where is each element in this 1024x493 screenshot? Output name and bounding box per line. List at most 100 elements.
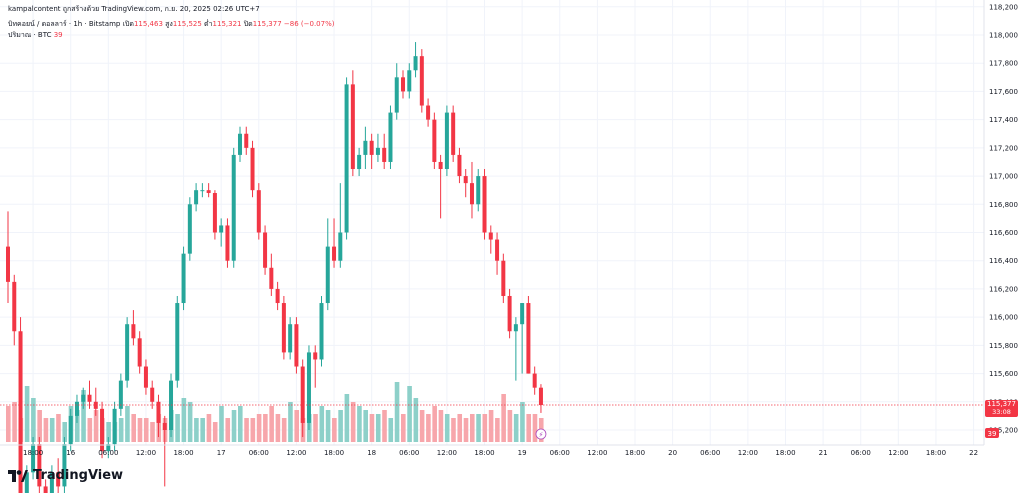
- close-value: 115,377: [252, 20, 282, 28]
- candle-body: [175, 303, 180, 381]
- volume-bar: [325, 410, 331, 442]
- candle-body: [237, 133, 242, 155]
- candle-body: [313, 352, 318, 360]
- current-price-tag: 115,377 33:08: [985, 400, 1018, 418]
- x-tick-label: 18: [367, 449, 376, 457]
- x-tick-label: 20: [668, 449, 677, 457]
- volume-bar: [288, 402, 293, 442]
- candle-body: [407, 70, 412, 92]
- candle-body: [281, 303, 286, 353]
- price-axis[interactable]: 115,200115,400115,600115,800116,000116,2…: [983, 0, 1018, 445]
- candle-body: [206, 190, 211, 193]
- volume-bar: [231, 410, 237, 442]
- candle-body: [106, 444, 111, 452]
- volume-bar: [181, 398, 187, 442]
- candle: [68, 408, 73, 452]
- candle-body: [150, 387, 155, 402]
- candle-body: [275, 288, 280, 304]
- volume-bar: [394, 382, 400, 442]
- y-tick-label: 116,000: [989, 314, 1018, 322]
- candle-body: [18, 331, 23, 493]
- candle: [237, 126, 242, 162]
- volume-bar: [93, 410, 99, 442]
- y-tick-label: 118,000: [989, 32, 1018, 40]
- candle: [81, 387, 86, 409]
- candle-body: [62, 444, 67, 487]
- candle-body: [507, 295, 512, 332]
- candle-body: [319, 303, 324, 360]
- high-value: 115,525: [172, 20, 202, 28]
- candle-body: [419, 56, 424, 106]
- candle: [125, 317, 130, 388]
- candle: [451, 105, 456, 162]
- volume-bar: [332, 418, 337, 442]
- volume-bar: [388, 418, 394, 442]
- candle: [181, 246, 186, 311]
- candle: [131, 310, 136, 346]
- candle-body: [300, 366, 305, 423]
- x-tick-label: 12:00: [136, 449, 156, 457]
- low-value: 115,321: [212, 20, 242, 28]
- candle-body: [444, 112, 449, 170]
- volume-bar: [219, 406, 224, 442]
- volume-bar: [275, 414, 281, 442]
- candle-body: [56, 472, 61, 487]
- volume-bar: [87, 418, 93, 442]
- y-tick-label: 116,400: [989, 257, 1018, 265]
- candle: [49, 465, 54, 493]
- volume-bar: [175, 414, 180, 442]
- y-tick-label: 116,200: [989, 285, 1018, 293]
- candle: [150, 380, 155, 409]
- candle: [526, 295, 531, 374]
- y-tick-label: 117,200: [989, 144, 1018, 152]
- volume-bar: [407, 386, 412, 442]
- candle-body: [469, 183, 474, 205]
- volume-bar: [482, 414, 488, 442]
- volume-bar: [62, 422, 68, 442]
- volume-bar: [206, 414, 212, 442]
- candle: [250, 140, 255, 198]
- x-tick-label: 06:00: [399, 449, 419, 457]
- volume-bar: [319, 406, 325, 442]
- candle-body: [6, 246, 10, 282]
- candle-body: [495, 239, 500, 261]
- candle-body: [520, 303, 525, 325]
- candle: [294, 317, 299, 374]
- volume-bar: [37, 410, 42, 442]
- candle: [332, 218, 337, 268]
- candle-body: [463, 176, 468, 184]
- x-tick-label: 22: [969, 449, 978, 457]
- candle-body: [482, 176, 487, 233]
- x-tick-label: 06:00: [700, 449, 720, 457]
- candle: [419, 49, 424, 113]
- time-axis[interactable]: 18:00 16 06:00 12:00 18:00 17 06:00 12:00 18:00 1…: [0, 444, 984, 457]
- candle-body: [288, 324, 293, 353]
- candle: [56, 458, 61, 493]
- volume-bar: [81, 390, 86, 442]
- x-tick-label: 18:00: [926, 449, 946, 457]
- candle-body: [413, 56, 418, 71]
- candle-body: [501, 260, 506, 296]
- candle: [457, 147, 462, 184]
- candle-body: [457, 154, 462, 177]
- candle: [62, 437, 67, 493]
- candle-body: [438, 161, 443, 170]
- replay-button[interactable]: ⚡: [535, 428, 547, 440]
- volume-bar: [125, 406, 130, 442]
- symbol-legend[interactable]: บิทคอยน์ / ดอลลาร์ · 1h · Bitstamp เปิด1…: [8, 19, 334, 30]
- volume-bar: [74, 410, 80, 442]
- volume-legend[interactable]: ปริมาณ · BTC 39: [8, 30, 63, 41]
- lightning-bolt-icon: ⚡: [538, 431, 543, 439]
- candle: [194, 183, 199, 212]
- candle: [244, 126, 249, 155]
- x-tick-label: 06:00: [249, 449, 269, 457]
- volume-bar: [56, 414, 61, 442]
- volume-value: 39: [53, 31, 63, 39]
- x-tick-label: 18:00: [474, 449, 494, 457]
- candle-body: [37, 444, 42, 487]
- candle: [338, 183, 343, 268]
- x-tick-label: 19: [518, 449, 527, 457]
- candle-body: [538, 387, 543, 406]
- volume-bar: [338, 410, 343, 442]
